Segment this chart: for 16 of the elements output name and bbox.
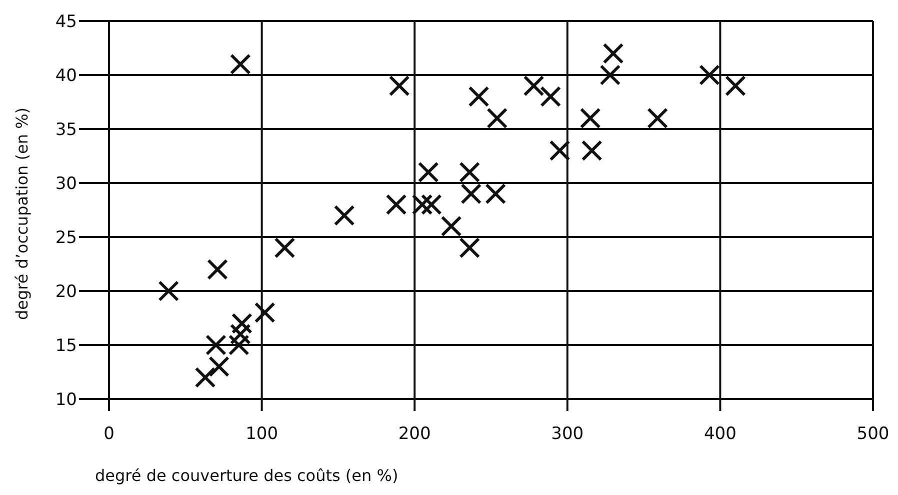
y-tick-label: 15 [55,336,77,356]
x-tick-label: 0 [104,424,114,444]
y-tick-label: 45 [55,12,77,32]
y-tick-label: 35 [55,120,77,140]
y-axis-title: degré d’occupation (en %) [12,107,32,320]
x-tick-label: 400 [704,424,736,444]
y-tick-label: 10 [55,390,77,410]
y-tick-label: 20 [55,282,77,302]
y-tick-label: 25 [55,228,77,248]
x-tick-label: 500 [856,424,890,444]
y-tick-label: 40 [55,66,77,86]
x-axis-title: degré de couverture des coûts (en %) [95,466,398,485]
x-tick-label: 100 [246,424,278,444]
y-tick-label: 30 [55,174,77,194]
x-tick-label: 200 [398,424,431,444]
x-tick-label: 300 [551,424,584,444]
